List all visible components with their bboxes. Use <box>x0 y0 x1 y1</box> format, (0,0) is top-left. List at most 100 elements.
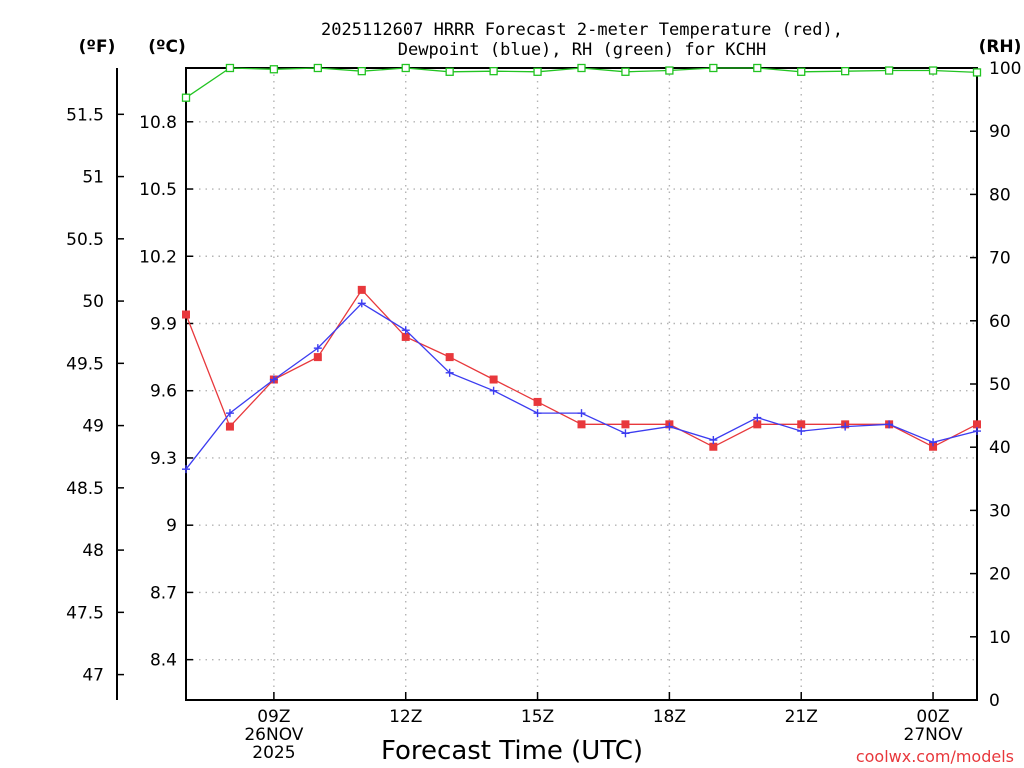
fahrenheit-tick-label: 47.5 <box>66 603 104 623</box>
temperature-point <box>313 353 322 362</box>
rh-line <box>185 67 978 99</box>
series-dewpoint <box>182 299 981 474</box>
dewpoint-point <box>401 326 410 335</box>
temperature-point <box>445 353 454 362</box>
rh-point <box>577 63 586 73</box>
dewpoint-point <box>489 386 498 395</box>
dewpoint-point <box>841 422 850 431</box>
axes: 8.4 8.7 9 9.3 9.6 9.9 10.2 10.5 10.8 09Z26NOV2025… <box>66 59 1021 763</box>
celsius-tick-label: 8.7 <box>150 583 177 603</box>
rh-point <box>313 63 322 73</box>
plot-frame <box>185 67 978 701</box>
dewpoint-point <box>665 422 674 431</box>
temperature-point <box>797 420 806 429</box>
rh-tick-label: 30 <box>989 501 1011 521</box>
fahrenheit-tick-label: 51 <box>82 168 104 188</box>
celsius-unit-label: (ºC) <box>148 37 186 57</box>
celsius-tick-label: 9 <box>166 516 177 536</box>
x-tick-label: 00Z <box>916 707 949 727</box>
rh-point <box>269 65 279 74</box>
rh-point <box>972 68 982 77</box>
celsius-tick-label: 10.5 <box>139 180 177 200</box>
rh-tick-label: 10 <box>989 628 1011 648</box>
dewpoint-point <box>621 429 630 438</box>
rh-tick-label: 80 <box>989 185 1011 205</box>
rh-point <box>181 93 191 102</box>
fahrenheit-tick-label: 48 <box>82 541 104 561</box>
dewpoint-point <box>445 368 454 377</box>
dewpoint-point <box>885 420 894 429</box>
temperature-point <box>709 442 718 451</box>
dewpoint-line <box>185 302 978 470</box>
data-series <box>181 63 982 474</box>
temperature-point <box>929 442 938 451</box>
rh-tick-label: 20 <box>989 565 1011 585</box>
celsius-tick-label: 9.9 <box>150 314 177 334</box>
temperature-point <box>489 375 498 384</box>
rh-point <box>797 67 806 76</box>
rh-point <box>225 63 235 73</box>
fahrenheit-unit-label: (ºF) <box>79 37 116 57</box>
temperature-point <box>225 422 234 431</box>
dewpoint-point <box>225 409 234 418</box>
dewpoint-point <box>753 413 762 422</box>
fahrenheit-tick-label: 49 <box>82 417 104 437</box>
rh-unit-label: (RH) <box>979 37 1022 57</box>
fahrenheit-tick-label: 50.5 <box>66 230 104 250</box>
fahrenheit-tick-label: 49.5 <box>66 354 104 374</box>
rh-point <box>489 67 498 76</box>
celsius-tick-label: 10.2 <box>139 247 177 267</box>
credit-text: coolwx.com/models <box>856 747 1014 766</box>
x-tick-label: 15Z <box>521 707 554 727</box>
temperature-point <box>357 285 366 294</box>
rh-tick-label: 70 <box>989 249 1011 269</box>
rh-point <box>357 67 366 76</box>
rh-tick-label: 50 <box>989 375 1011 395</box>
x-tick-label: 18Z <box>653 707 686 727</box>
rh-tick-label: 60 <box>989 312 1011 332</box>
celsius-tick-label: 8.4 <box>150 651 177 671</box>
celsius-tick-label: 9.3 <box>150 449 177 469</box>
x-tick-label: 2025 <box>252 743 295 763</box>
x-tick-label: 27NOV <box>904 725 963 745</box>
x-axis-label: Forecast Time (UTC) <box>381 736 643 766</box>
celsius-tick-label: 9.6 <box>150 382 177 402</box>
dewpoint-point <box>709 436 718 445</box>
rh-point <box>709 63 718 73</box>
rh-point <box>884 66 894 75</box>
rh-point <box>841 67 850 76</box>
chart-title-line-2: Dewpoint (blue), RH (green) for KCHH <box>398 40 766 60</box>
fahrenheit-tick-label: 51.5 <box>66 105 104 125</box>
x-tick-label: 26NOV <box>244 725 303 745</box>
rh-point <box>621 67 630 76</box>
temperature-point <box>533 397 542 406</box>
fahrenheit-tick-label: 47 <box>82 666 104 686</box>
rh-tick-label: 0 <box>989 691 1000 711</box>
temperature-point <box>621 420 630 429</box>
rh-point <box>401 63 410 73</box>
dewpoint-point <box>357 299 366 308</box>
dewpoint-point <box>533 409 542 418</box>
temperature-point <box>973 420 981 429</box>
dewpoint-point <box>973 427 981 436</box>
x-tick-label: 12Z <box>389 707 422 727</box>
dewpoint-point <box>182 465 190 474</box>
x-tick-label: 21Z <box>785 707 818 727</box>
celsius-tick-label: 10.8 <box>139 113 177 133</box>
dewpoint-point <box>929 438 938 447</box>
rh-tick-label: 100 <box>989 59 1021 79</box>
fahrenheit-tick-label: 50 <box>82 292 104 312</box>
rh-tick-label: 90 <box>989 122 1011 142</box>
rh-point <box>445 67 454 76</box>
dewpoint-point <box>269 375 278 384</box>
rh-point <box>753 63 762 73</box>
temperature-point <box>401 332 410 341</box>
series-rh <box>181 63 982 102</box>
rh-point <box>665 66 674 75</box>
temperature-point <box>182 310 190 319</box>
dewpoint-point <box>313 344 322 353</box>
temperature-point <box>577 420 586 429</box>
fahrenheit-tick-label: 48.5 <box>66 479 104 499</box>
x-tick-label: 09Z <box>257 707 290 727</box>
